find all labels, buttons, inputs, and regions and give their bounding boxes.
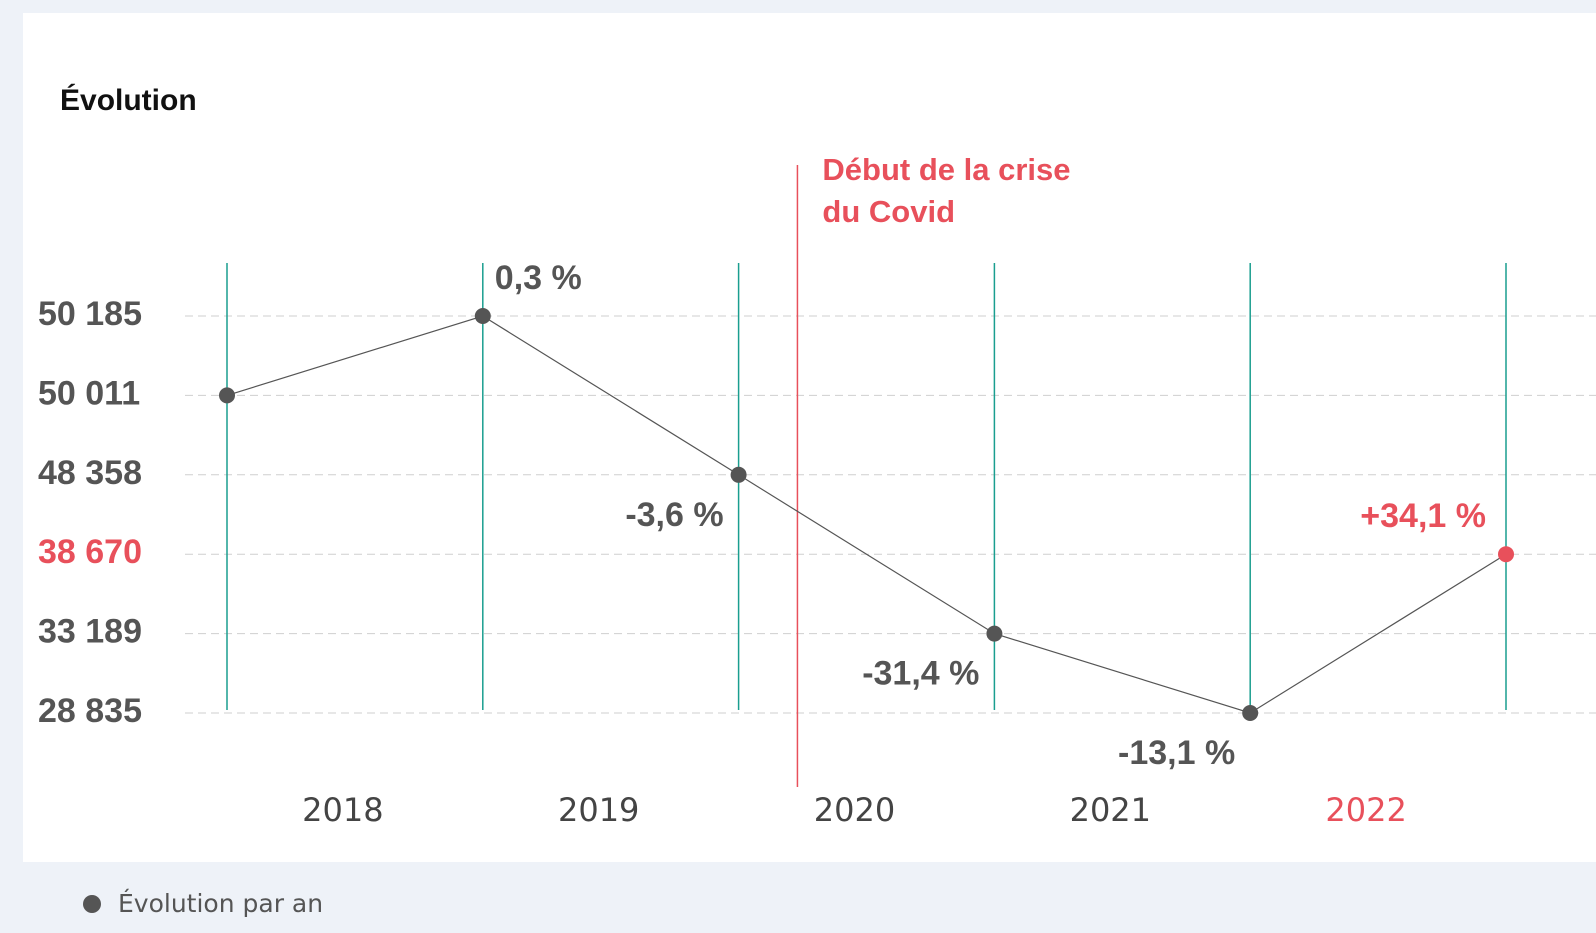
- data-point: [474, 308, 491, 324]
- x-tick-label: 2021: [1070, 791, 1151, 829]
- x-tick-label: 2019: [558, 791, 639, 829]
- y-tick-label: 50 011: [38, 374, 140, 412]
- y-tick-label: 28 835: [38, 692, 142, 730]
- covid-annotation: Début de la crise: [822, 152, 1070, 187]
- change-label: +34,1 %: [1360, 497, 1486, 535]
- data-point: [1242, 705, 1259, 721]
- x-tick-label: 2020: [814, 791, 895, 829]
- y-tick-label: 50 185: [38, 295, 142, 333]
- data-point: [1498, 546, 1514, 563]
- change-label: 0,3 %: [495, 259, 582, 297]
- change-label: -3,6 %: [625, 496, 723, 534]
- change-label: -31,4 %: [862, 655, 979, 693]
- series-line: [226, 315, 1507, 714]
- data-point: [986, 625, 1003, 642]
- covid-annotation: du Covid: [822, 194, 955, 229]
- chart-title: Évolution: [60, 83, 197, 117]
- change-label: -13,1 %: [1118, 734, 1235, 772]
- legend-marker: [83, 895, 101, 913]
- y-tick-label: 38 670: [38, 533, 142, 571]
- data-point: [730, 466, 747, 483]
- y-tick-label: 33 189: [38, 613, 142, 651]
- y-tick-label: 48 358: [38, 454, 142, 492]
- legend-label: Évolution par an: [118, 889, 323, 918]
- data-point: [219, 387, 235, 404]
- x-tick-label: 2018: [302, 791, 383, 829]
- x-tick-label: 2022: [1325, 791, 1406, 829]
- card: [23, 13, 1596, 862]
